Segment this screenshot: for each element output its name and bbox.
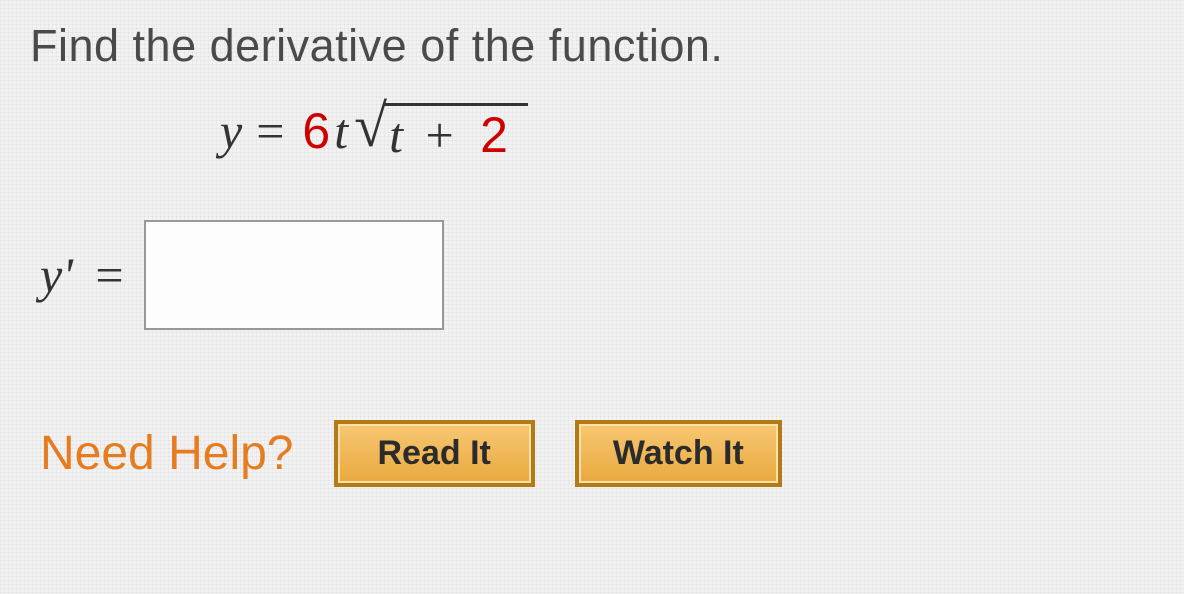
answer-label: y' = [40,246,124,304]
read-it-button[interactable]: Read It [334,420,535,487]
need-help-label: Need Help? [40,426,294,481]
answer-label-var: y' [40,247,73,303]
watch-it-button[interactable]: Watch It [575,420,782,487]
equation-display: y = 6 t √ t + 2 [220,102,1154,160]
question-panel: Find the derivative of the function. y =… [0,0,1184,507]
answer-input[interactable] [144,220,444,330]
equation-sqrt: √ t + 2 [354,103,528,160]
sqrt-radical-icon: √ [354,101,387,151]
answer-row: y' = [40,220,1154,330]
question-prompt: Find the derivative of the function. [30,20,1154,72]
sqrt-plus: + [415,107,463,163]
equation-lhs: y [220,102,242,160]
equation-equals: = [242,102,298,160]
equation-variable: t [334,102,348,160]
equation-coefficient: 6 [298,102,334,160]
sqrt-variable: t [389,107,403,163]
answer-label-equals: = [85,247,123,303]
help-row: Need Help? Read It Watch It [40,420,1154,487]
sqrt-constant: 2 [476,107,512,163]
